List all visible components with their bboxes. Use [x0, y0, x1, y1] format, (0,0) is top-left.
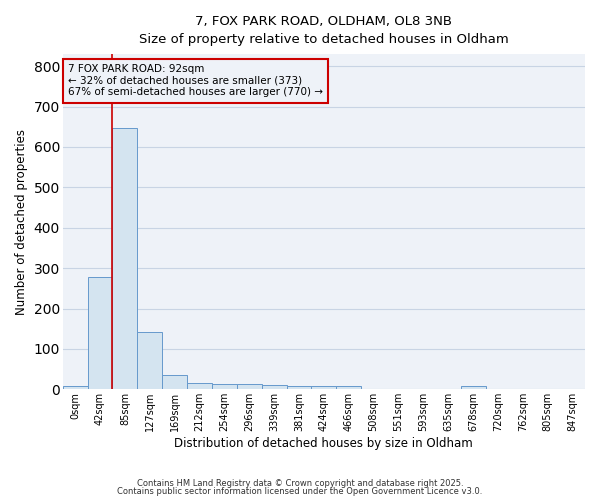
Bar [287, 386, 311, 390]
Bar [461, 386, 485, 390]
Bar [336, 386, 361, 390]
Y-axis label: Number of detached properties: Number of detached properties [15, 128, 28, 314]
X-axis label: Distribution of detached houses by size in Oldham: Distribution of detached houses by size … [175, 437, 473, 450]
Bar [162, 375, 187, 390]
Title: 7, FOX PARK ROAD, OLDHAM, OL8 3NB
Size of property relative to detached houses i: 7, FOX PARK ROAD, OLDHAM, OL8 3NB Size o… [139, 15, 509, 46]
Bar [262, 386, 287, 390]
Text: Contains HM Land Registry data © Crown copyright and database right 2025.: Contains HM Land Registry data © Crown c… [137, 478, 463, 488]
Bar [212, 384, 237, 390]
Bar [88, 277, 112, 390]
Bar [187, 383, 212, 390]
Text: 7 FOX PARK ROAD: 92sqm
← 32% of detached houses are smaller (373)
67% of semi-de: 7 FOX PARK ROAD: 92sqm ← 32% of detached… [68, 64, 323, 98]
Bar [137, 332, 162, 390]
Bar [63, 386, 88, 390]
Bar [311, 386, 336, 390]
Bar [237, 384, 262, 390]
Text: Contains public sector information licensed under the Open Government Licence v3: Contains public sector information licen… [118, 487, 482, 496]
Bar [112, 128, 137, 390]
